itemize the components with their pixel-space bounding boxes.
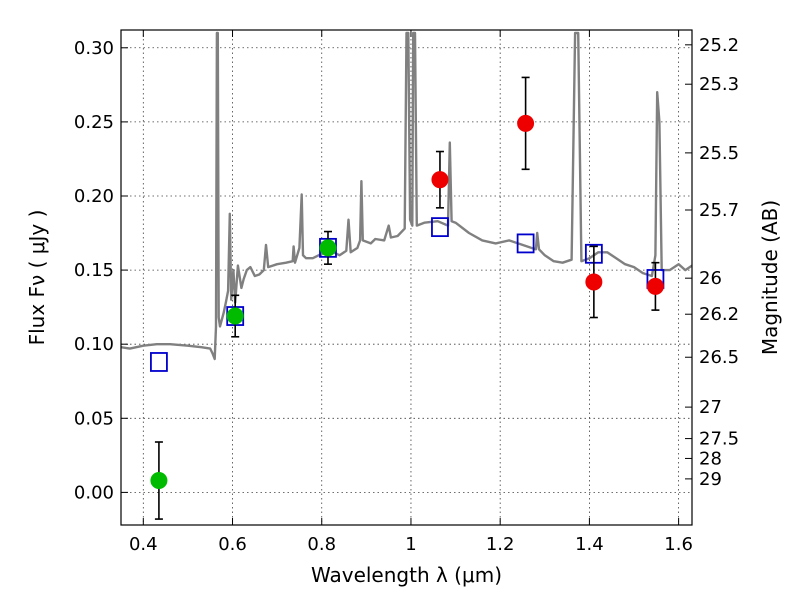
y2-tick-label: 26	[699, 268, 722, 289]
photometry-point	[646, 277, 664, 295]
y-tick-label: 0.15	[74, 260, 114, 281]
model-band-square	[150, 352, 168, 372]
model-band-square	[431, 217, 449, 238]
y2-tick-label: 28	[699, 448, 722, 469]
y2-tick-label: 25.7	[699, 200, 739, 221]
photometry-point	[517, 114, 535, 132]
x-tick-label: 0.4	[129, 534, 158, 555]
y2-tick-label: 25.3	[699, 74, 739, 95]
photometry-point	[585, 273, 603, 291]
x-axis-title: Wavelength λ (μm)	[311, 563, 502, 587]
y2-tick-label: 26.2	[699, 304, 739, 325]
y2-tick-label: 27.5	[699, 429, 739, 450]
axis-ticks: 0.4 0.6 0.8 1 1.2 1.4 1.6 0.00 0.05 0.10 0.15 0.20 0…	[74, 30, 739, 555]
y-tick-label: 0.30	[74, 38, 114, 59]
model-spectrum	[121, 31, 692, 361]
x-tick-label: 1.6	[664, 534, 693, 555]
y-tick-label: 0.05	[74, 408, 114, 429]
x-tick-label: 0.8	[307, 534, 336, 555]
y2-tick-label: 29	[699, 469, 722, 490]
photometry-point	[431, 171, 449, 189]
model-spectrum-line	[121, 31, 692, 361]
y2-tick-label: 25.2	[699, 35, 739, 56]
y2-axis-title: Magnitude (AB)	[758, 200, 782, 355]
y-tick-label: 0.25	[74, 112, 114, 133]
photometry-point	[226, 307, 244, 325]
data-points	[150, 76, 665, 520]
y-tick-label: 0.00	[74, 482, 114, 503]
y-tick-label: 0.10	[74, 334, 114, 355]
x-tick-label: 0.6	[218, 534, 247, 555]
photometry-point	[319, 239, 337, 257]
x-tick-label: 1.4	[575, 534, 604, 555]
y2-tick-label: 25.5	[699, 143, 739, 164]
y-axis-title: Flux Fν ( μJy )	[25, 210, 49, 346]
plot-frame	[120, 29, 693, 526]
x-tick-label: 1.2	[486, 534, 515, 555]
y2-tick-label: 26.5	[699, 347, 739, 368]
y-tick-label: 0.20	[74, 186, 114, 207]
x-tick-label: 1	[405, 534, 416, 555]
model-band-square	[516, 233, 535, 254]
photometry-point	[150, 472, 168, 490]
y2-tick-label: 27	[699, 397, 722, 418]
